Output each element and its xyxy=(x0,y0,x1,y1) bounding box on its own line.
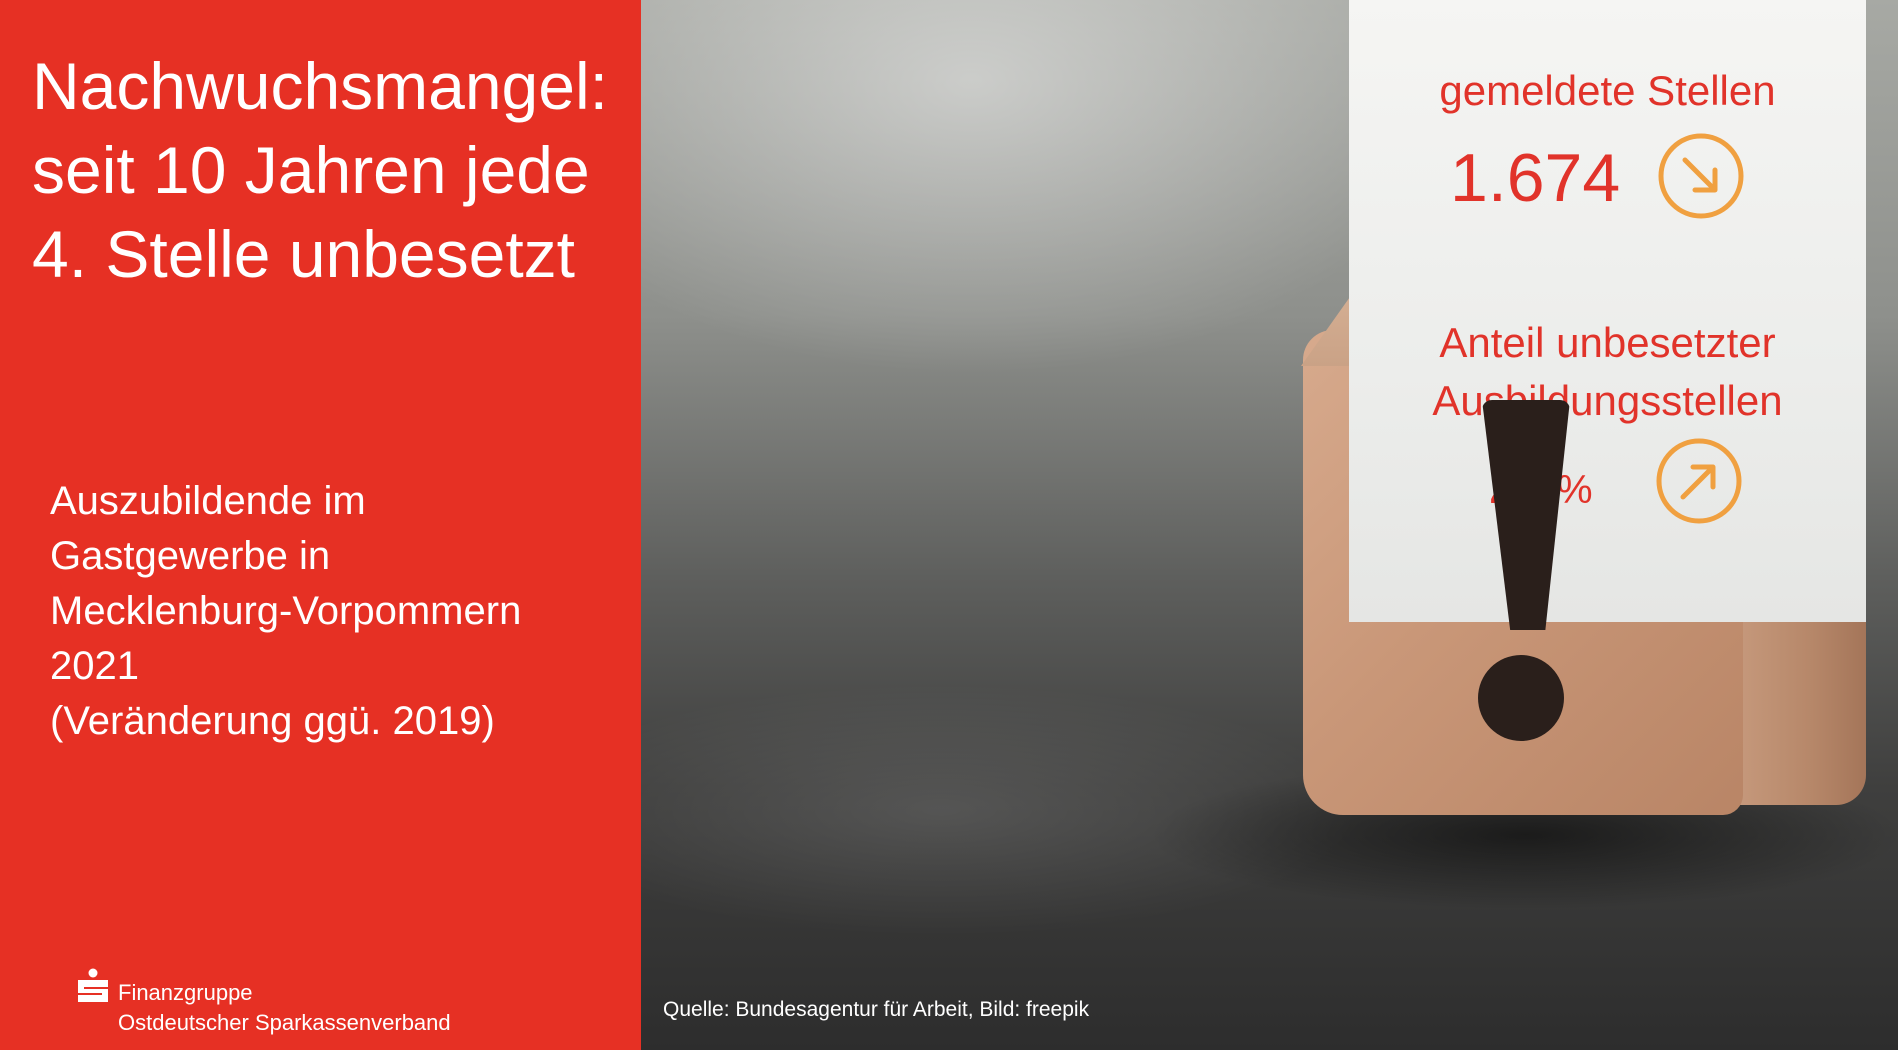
headline: Nachwuchsmangel: seit 10 Jahren jede 4. … xyxy=(32,44,632,296)
headline-line-2: seit 10 Jahren jede xyxy=(32,133,590,207)
exclamation-dot xyxy=(1478,655,1564,741)
arrow-down-right-icon xyxy=(1658,133,1744,219)
subtext-line-5: (Veränderung ggü. 2019) xyxy=(50,699,495,743)
subtext-line-1: Auszubildende im xyxy=(50,479,366,523)
subtext-line-3: Mecklenburg-Vorpommern xyxy=(50,589,522,633)
background-photo: gemeldete Stellen 1.674 Anteil unbesetzt… xyxy=(641,0,1898,1050)
stat-1-label-line-1: gemeldete Stellen xyxy=(1439,67,1776,114)
stat-2-unit: % xyxy=(1556,468,1593,512)
brand-name: Finanzgruppe Ostdeutscher Sparkassenverb… xyxy=(118,978,451,1038)
stat-label-unfilled-share: Anteil unbesetzter Ausbildungsstellen xyxy=(1349,314,1866,430)
arrow-up-right-icon xyxy=(1656,438,1742,524)
stats-box: gemeldete Stellen 1.674 Anteil unbesetzt… xyxy=(1349,0,1866,622)
source-caption: Quelle: Bundesagentur für Arbeit, Bild: … xyxy=(663,998,1090,1021)
left-panel: Nachwuchsmangel: seit 10 Jahren jede 4. … xyxy=(0,0,641,1050)
stat-2-label-line-2: Ausbildungsstellen xyxy=(1432,377,1783,424)
headline-line-3: 4. Stelle unbesetzt xyxy=(32,217,576,291)
subtext-line-2: Gastgewerbe in xyxy=(50,534,331,578)
subtext: Auszubildende im Gastgewerbe in Mecklenb… xyxy=(50,474,610,749)
stat-1-value: 1.674 xyxy=(1450,140,1621,216)
headline-line-1: Nachwuchsmangel: xyxy=(32,49,608,123)
brand-line-1: Finanzgruppe xyxy=(118,980,253,1005)
stat-value-reported-positions: 1.674 xyxy=(1450,138,1620,218)
subtext-line-4: 2021 xyxy=(50,644,139,688)
sparkasse-logo-icon xyxy=(78,968,108,1002)
stat-label-reported-positions: gemeldete Stellen xyxy=(1349,62,1866,120)
brand-line-2: Ostdeutscher Sparkassenverband xyxy=(118,1010,451,1035)
stat-2-label-line-1: Anteil unbesetzter xyxy=(1439,319,1776,366)
